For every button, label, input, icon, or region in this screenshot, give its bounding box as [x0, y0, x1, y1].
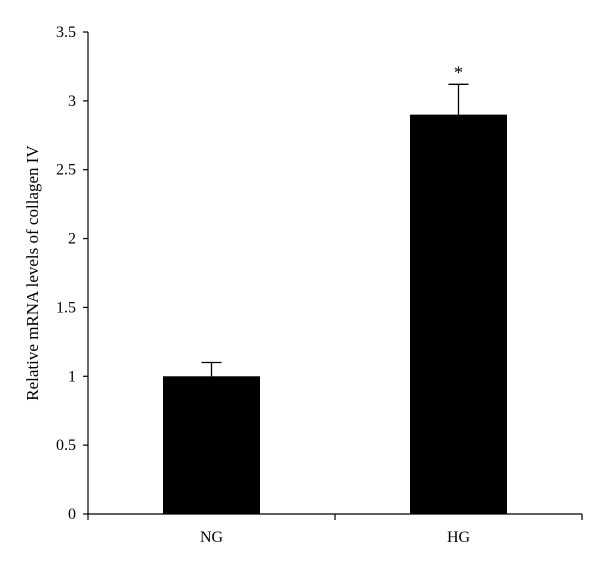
y-tick-label: 3.5 [56, 24, 76, 41]
y-tick-label: 1 [68, 368, 76, 385]
bar-ng [163, 376, 260, 514]
y-tick-label: 2 [68, 231, 76, 248]
x-tick-label: NG [200, 529, 224, 546]
y-tick-label: 1.5 [56, 299, 76, 316]
y-axis: 0 0.5 1 1.5 2 2.5 3 3.5 [56, 24, 89, 523]
y-tick-label: 0 [68, 506, 76, 523]
bars [163, 114, 507, 514]
y-axis-title: Relative mRNA levels of collagen IV [23, 145, 42, 401]
annotations: * [454, 62, 463, 82]
error-bars [201, 83, 469, 377]
y-tick-label: 0.5 [56, 437, 76, 454]
significance-marker: * [454, 62, 463, 82]
y-tick-label: 3 [68, 93, 76, 110]
y-tick-label: 2.5 [56, 162, 76, 179]
x-tick-label: HG [447, 529, 471, 546]
x-axis: NG HG [87, 513, 583, 546]
bar-hg [410, 114, 507, 514]
